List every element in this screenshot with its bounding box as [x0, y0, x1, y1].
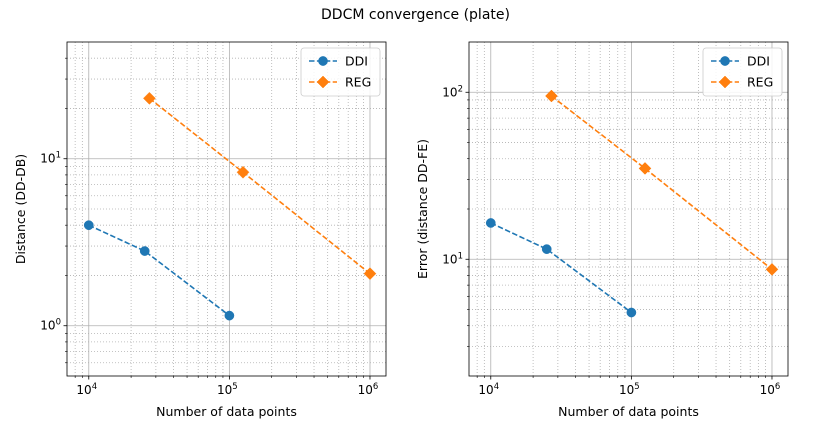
series-reg — [545, 89, 779, 276]
series-line-reg — [148, 97, 371, 275]
x-tick-label: 106 — [358, 382, 379, 397]
data-point-reg — [236, 165, 250, 179]
series-ddi — [485, 218, 637, 318]
data-point-reg — [765, 263, 779, 276]
y-axis-label: Distance (DD-DB) — [13, 154, 28, 264]
series-reg — [143, 91, 377, 281]
data-point-ddi — [626, 307, 637, 318]
data-point-reg — [638, 162, 652, 175]
y-tick-label: 100 — [40, 318, 61, 333]
x-tick-label: 106 — [760, 382, 781, 397]
y-tick-label: 101 — [442, 251, 463, 266]
data-point-ddi — [139, 246, 150, 256]
chart-panel-2: 104 105 106 101 102 Number of data points Erro… — [415, 41, 789, 419]
legend-label-reg: REG — [747, 75, 773, 90]
data-point-reg — [363, 267, 377, 281]
legend-marker-reg — [316, 75, 330, 89]
y-axis-label: Error (distance DD-FE) — [415, 139, 430, 279]
x-axis-label: Number of data points — [558, 404, 699, 419]
legend-label-ddi: DDI — [345, 54, 368, 69]
series-line-ddi — [490, 222, 632, 314]
data-point-ddi — [224, 310, 235, 321]
series-ddi — [83, 220, 235, 321]
data-point-reg — [143, 91, 156, 105]
data-point-ddi — [485, 218, 496, 228]
legend-marker-ddi — [318, 56, 328, 66]
legend: DDI REG — [702, 47, 783, 97]
legend-marker-ddi — [720, 56, 730, 66]
figure-title: DDCM convergence (plate) — [321, 7, 510, 23]
legend: DDI REG — [300, 47, 381, 97]
series-line-reg — [550, 95, 773, 270]
chart-panel-1: 104 105 106 100 101 Number of data points Dist… — [13, 41, 387, 419]
x-tick-label: 105 — [217, 382, 238, 397]
y-tick-label: 102 — [442, 84, 463, 99]
x-tick-label: 104 — [478, 382, 499, 397]
data-point-reg — [545, 89, 558, 103]
legend-label-ddi: DDI — [747, 54, 770, 69]
data-point-ddi — [83, 220, 94, 231]
y-tick-label: 101 — [40, 151, 61, 166]
x-axis-label: Number of data points — [156, 404, 297, 419]
legend-label-reg: REG — [345, 75, 371, 90]
series-line-ddi — [88, 224, 230, 317]
legend-marker-reg — [718, 75, 732, 89]
x-tick-label: 105 — [619, 382, 640, 397]
data-point-ddi — [541, 244, 552, 254]
x-tick-label: 104 — [76, 382, 97, 397]
